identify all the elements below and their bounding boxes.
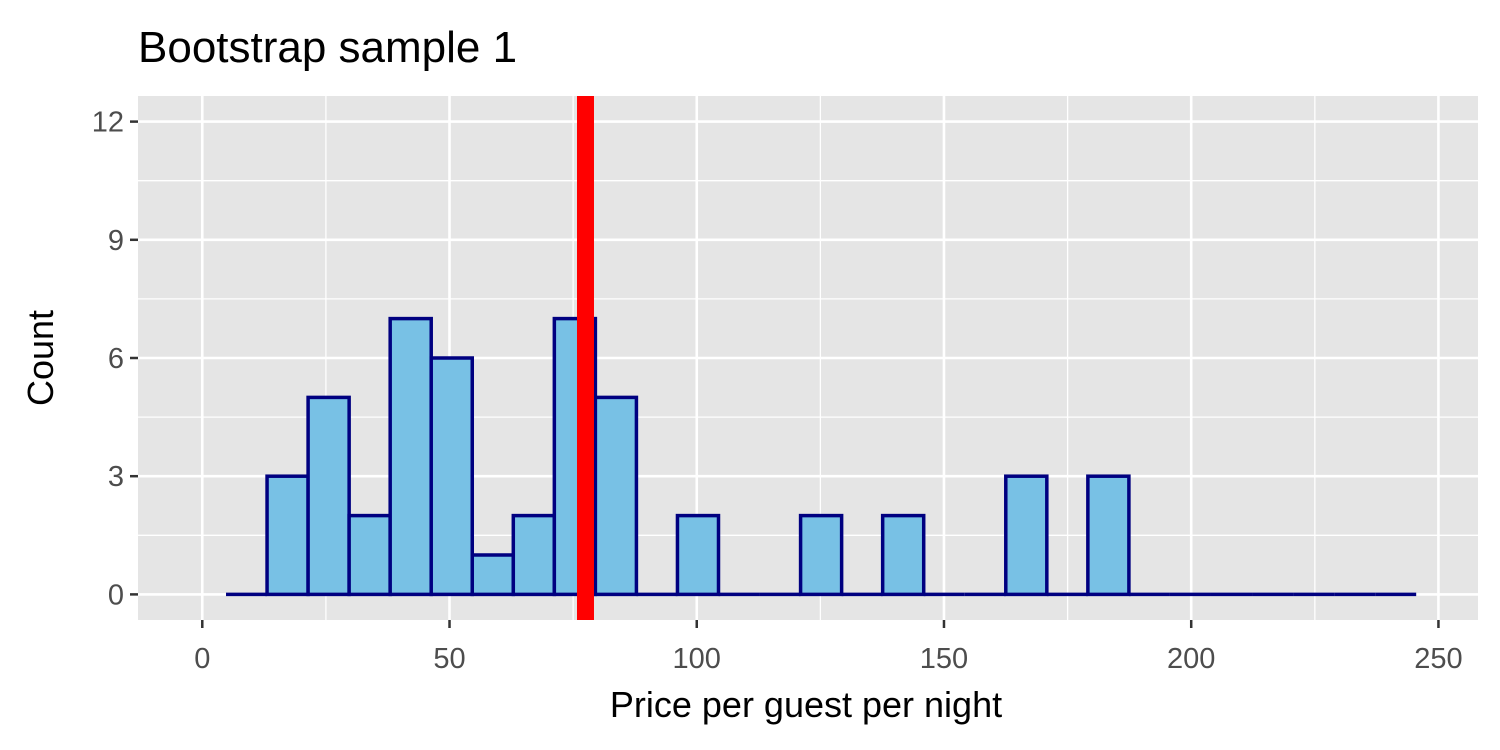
- histogram-bar: [265, 474, 310, 597]
- x-tick-label: 250: [1414, 643, 1462, 675]
- x-tick-label: 150: [920, 643, 968, 675]
- histogram-bar: [388, 316, 433, 597]
- x-axis-title: Price per guest per night: [610, 684, 1002, 725]
- x-axis: 0 50 100 150 200 250: [194, 620, 1463, 675]
- chart-title: Bootstrap sample 1: [138, 23, 517, 72]
- x-tick-label: 200: [1167, 643, 1215, 675]
- y-tick-label: 9: [108, 225, 124, 257]
- histogram-bar: [511, 513, 557, 597]
- histogram-bar: [306, 395, 351, 597]
- x-tick-label: 0: [194, 643, 210, 675]
- histogram-bar: [798, 513, 844, 597]
- histogram-bars: [226, 316, 1417, 597]
- y-tick-label: 6: [108, 343, 124, 375]
- histogram-bar: [347, 513, 392, 597]
- y-tick-label: 12: [92, 107, 124, 139]
- histogram-bar: [470, 553, 516, 597]
- histogram-bar: [593, 395, 639, 597]
- y-axis-title: Count: [20, 310, 61, 406]
- histogram-bar: [429, 356, 475, 597]
- histogram-bar: [1086, 474, 1131, 597]
- x-tick-label: 50: [433, 643, 465, 675]
- histogram-bar: [675, 513, 721, 597]
- x-tick-label: 100: [673, 643, 721, 675]
- y-tick-label: 3: [108, 461, 124, 493]
- y-axis: 0 3 6 9 12: [92, 107, 138, 611]
- y-tick-label: 0: [108, 579, 124, 611]
- histogram-bar: [1004, 474, 1049, 597]
- histogram-bar: [880, 513, 926, 597]
